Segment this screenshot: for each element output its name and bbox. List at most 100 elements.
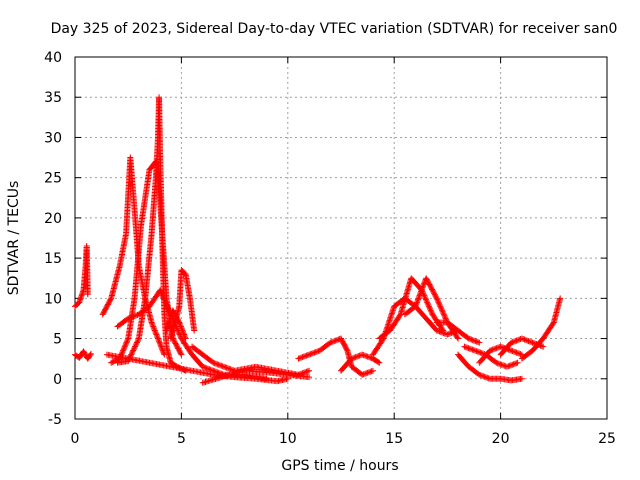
data-point	[153, 331, 160, 338]
data-point	[87, 350, 94, 357]
data-point	[482, 374, 489, 381]
series-arc-15-17	[376, 275, 447, 342]
data-point	[107, 296, 114, 303]
data-point	[181, 331, 188, 338]
data-point	[157, 288, 164, 295]
data-point	[310, 350, 317, 357]
data-point	[327, 339, 334, 346]
data-point	[312, 349, 319, 356]
data-point	[425, 302, 432, 309]
data-point	[469, 337, 476, 344]
data-point	[440, 327, 447, 334]
data-point	[228, 366, 235, 373]
data-point	[478, 372, 485, 379]
series-arc-18-21-a	[455, 351, 525, 384]
data-point	[368, 368, 375, 375]
data-point	[163, 302, 170, 309]
data-point	[158, 344, 165, 351]
data-point	[474, 339, 481, 346]
data-point	[360, 371, 367, 378]
data-point	[513, 349, 520, 356]
data-point	[150, 323, 157, 330]
plot-frame	[74, 56, 608, 420]
data-point	[417, 291, 424, 298]
data-point	[496, 360, 503, 367]
data-point	[364, 353, 371, 360]
data-point	[133, 339, 140, 346]
data-point	[432, 292, 439, 299]
data-point	[477, 372, 484, 379]
data-point	[501, 362, 508, 369]
data-point	[121, 343, 128, 350]
data-point	[507, 362, 514, 369]
data-point	[526, 338, 533, 345]
data-point	[300, 353, 307, 360]
data-point	[156, 338, 163, 345]
data-point	[158, 291, 165, 298]
data-point	[433, 294, 440, 301]
data-point	[417, 289, 424, 296]
data-point	[129, 313, 136, 320]
data-point	[516, 350, 523, 357]
data-point	[416, 292, 423, 299]
data-point	[315, 348, 322, 355]
data-point	[311, 349, 318, 356]
data-point	[218, 362, 225, 369]
data-point	[306, 367, 313, 374]
data-point	[421, 293, 428, 300]
data-point	[352, 354, 359, 361]
data-point	[514, 337, 521, 344]
data-point	[149, 320, 156, 327]
data-point	[510, 361, 517, 368]
data-point	[512, 338, 519, 345]
data-point	[155, 336, 162, 343]
data-point	[505, 363, 512, 370]
data-point	[484, 374, 491, 381]
data-point	[540, 343, 547, 350]
data-point	[179, 327, 186, 334]
data-point	[134, 338, 141, 345]
data-point	[414, 299, 420, 306]
data-point	[158, 289, 165, 296]
data-point	[159, 292, 166, 299]
data-point	[175, 318, 182, 325]
data-point	[148, 319, 155, 326]
data-point	[428, 285, 435, 292]
data-point	[295, 355, 302, 362]
data-point	[360, 352, 367, 359]
data-point	[521, 336, 528, 343]
data-point	[126, 314, 133, 321]
data-point	[420, 281, 427, 288]
data-point	[164, 304, 171, 311]
data-point	[415, 296, 422, 303]
y-tick-label: 35	[44, 90, 62, 106]
data-point	[476, 349, 483, 356]
data-point	[467, 336, 474, 343]
data-point	[441, 312, 448, 319]
data-point	[528, 339, 535, 346]
data-point	[481, 373, 488, 380]
data-point	[509, 339, 516, 346]
data-point	[423, 296, 430, 303]
data-point	[314, 348, 321, 355]
data-point	[162, 299, 169, 306]
data-point	[473, 338, 480, 345]
data-point	[428, 308, 435, 315]
data-point	[469, 346, 476, 353]
data-point	[437, 304, 444, 311]
data-point	[430, 289, 437, 296]
data-point	[419, 285, 426, 292]
data-point	[376, 359, 383, 366]
data-point	[464, 344, 471, 351]
data-point	[396, 312, 403, 319]
data-point	[427, 307, 434, 314]
data-point	[212, 360, 219, 367]
data-point	[438, 306, 445, 313]
data-point	[220, 363, 227, 370]
data-point	[420, 283, 427, 290]
data-point	[367, 354, 374, 361]
data-point	[177, 322, 184, 329]
data-point	[414, 298, 421, 305]
data-point	[161, 298, 168, 305]
data-point	[216, 362, 223, 369]
